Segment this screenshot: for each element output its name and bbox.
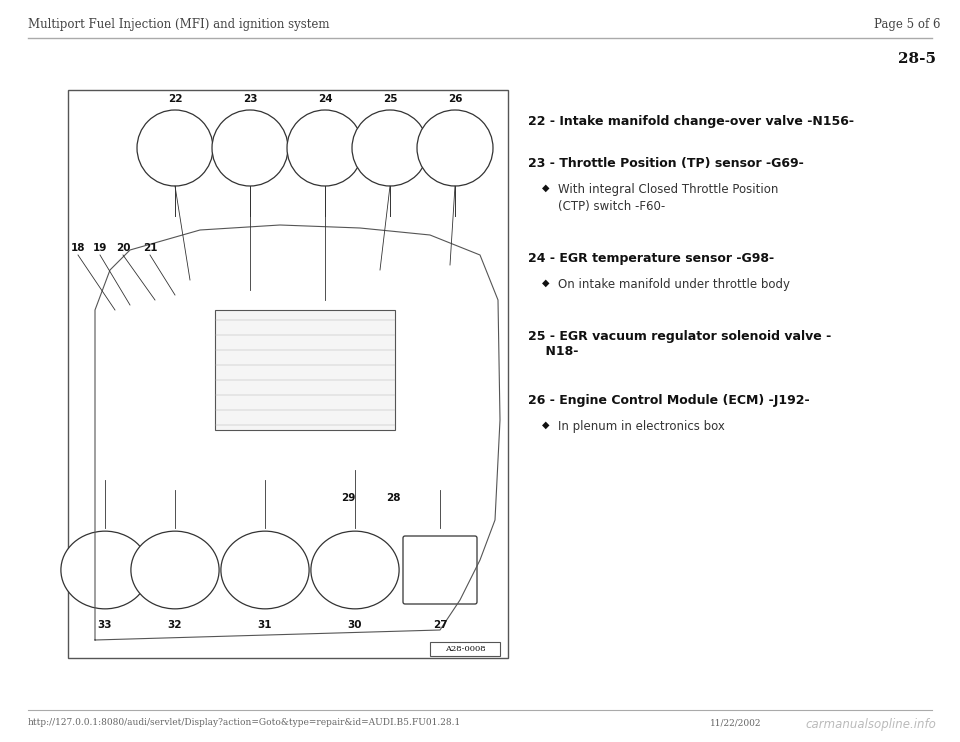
- Text: 32: 32: [168, 620, 182, 630]
- Text: Multiport Fuel Injection (MFI) and ignition system: Multiport Fuel Injection (MFI) and ignit…: [28, 18, 329, 31]
- Text: 11/22/2002: 11/22/2002: [710, 718, 761, 727]
- Circle shape: [352, 110, 428, 186]
- Ellipse shape: [221, 531, 309, 609]
- Text: 23 - Throttle Position (TP) sensor -G69-: 23 - Throttle Position (TP) sensor -G69-: [528, 157, 804, 170]
- Text: A28-0008: A28-0008: [444, 645, 486, 653]
- Text: 29: 29: [341, 493, 355, 503]
- Text: 26: 26: [447, 94, 463, 104]
- Text: 22 - Intake manifold change-over valve -N156-: 22 - Intake manifold change-over valve -…: [528, 115, 854, 128]
- Text: 22: 22: [168, 94, 182, 104]
- FancyBboxPatch shape: [403, 536, 477, 604]
- Bar: [430, 642, 500, 656]
- Text: 27: 27: [433, 620, 447, 630]
- Text: 24 - EGR temperature sensor -G98-: 24 - EGR temperature sensor -G98-: [528, 252, 774, 265]
- Text: http://127.0.0.1:8080/audi/servlet/Display?action=Goto&type=repair&id=AUDI.B5.FU: http://127.0.0.1:8080/audi/servlet/Displ…: [28, 718, 461, 727]
- Text: (CTP) switch -F60-: (CTP) switch -F60-: [558, 200, 665, 213]
- Circle shape: [137, 110, 213, 186]
- Text: 28: 28: [386, 493, 400, 503]
- Text: ◆: ◆: [542, 183, 550, 193]
- Text: 20: 20: [116, 243, 131, 253]
- Bar: [68, 90, 508, 658]
- Ellipse shape: [60, 531, 149, 609]
- Text: On intake manifold under throttle body: On intake manifold under throttle body: [558, 278, 790, 291]
- Ellipse shape: [131, 531, 219, 609]
- Text: 26 - Engine Control Module (ECM) -J192-: 26 - Engine Control Module (ECM) -J192-: [528, 394, 809, 407]
- Text: In plenum in electronics box: In plenum in electronics box: [558, 420, 725, 433]
- Circle shape: [417, 110, 493, 186]
- Circle shape: [212, 110, 288, 186]
- Circle shape: [287, 110, 363, 186]
- Text: 23: 23: [243, 94, 257, 104]
- Text: 24: 24: [318, 94, 332, 104]
- Ellipse shape: [311, 531, 399, 609]
- Text: 25 - EGR vacuum regulator solenoid valve -
    N18-: 25 - EGR vacuum regulator solenoid valve…: [528, 330, 831, 358]
- Text: ◆: ◆: [542, 278, 550, 288]
- Text: 30: 30: [348, 620, 362, 630]
- Text: carmanualsopline.info: carmanualsopline.info: [805, 718, 936, 731]
- Text: ◆: ◆: [542, 420, 550, 430]
- Text: Page 5 of 6: Page 5 of 6: [874, 18, 940, 31]
- Text: 28-5: 28-5: [898, 52, 936, 66]
- Text: 25: 25: [383, 94, 397, 104]
- Bar: [215, 310, 395, 430]
- Text: 31: 31: [257, 620, 273, 630]
- Text: With integral Closed Throttle Position: With integral Closed Throttle Position: [558, 183, 779, 196]
- Text: 18: 18: [71, 243, 85, 253]
- Text: 19: 19: [93, 243, 108, 253]
- Text: 33: 33: [98, 620, 112, 630]
- Text: 21: 21: [143, 243, 157, 253]
